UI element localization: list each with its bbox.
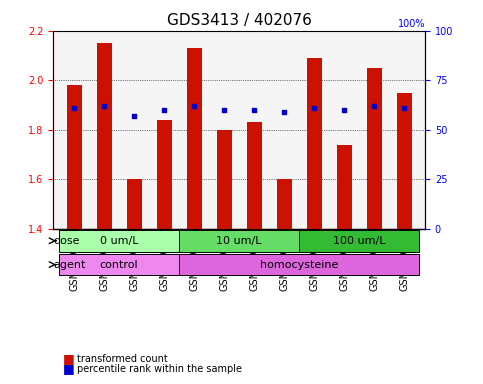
Point [400, 105, 408, 111]
FancyBboxPatch shape [179, 230, 299, 252]
Bar [367, 68, 382, 229]
Text: 0 um/L: 0 um/L [100, 236, 138, 246]
FancyBboxPatch shape [59, 230, 179, 252]
Bar [97, 43, 112, 229]
Bar [216, 130, 231, 229]
Text: homocysteine: homocysteine [260, 260, 338, 270]
Text: percentile rank within the sample: percentile rank within the sample [77, 364, 242, 374]
Point [340, 107, 348, 113]
Text: dose: dose [53, 236, 80, 246]
Point [220, 107, 228, 113]
Point [70, 105, 78, 111]
Text: 100 um/L: 100 um/L [333, 236, 385, 246]
Bar [67, 85, 82, 229]
Point [100, 103, 108, 109]
Bar [186, 48, 201, 229]
Text: transformed count: transformed count [77, 354, 168, 364]
Text: ■: ■ [63, 353, 74, 366]
Bar [337, 145, 352, 229]
Text: agent: agent [53, 260, 85, 270]
Point [160, 107, 168, 113]
FancyBboxPatch shape [59, 254, 179, 275]
Point [370, 103, 378, 109]
Point [280, 109, 288, 115]
Bar [156, 120, 171, 229]
FancyBboxPatch shape [299, 230, 419, 252]
Bar [127, 179, 142, 229]
Text: 10 um/L: 10 um/L [216, 236, 262, 246]
Text: ■: ■ [63, 362, 74, 375]
Point [250, 107, 258, 113]
Bar [247, 122, 262, 229]
Point [310, 105, 318, 111]
Text: 100%: 100% [398, 19, 425, 29]
Point [130, 113, 138, 119]
Bar [397, 93, 412, 229]
FancyBboxPatch shape [179, 254, 419, 275]
Text: control: control [100, 260, 139, 270]
Bar [307, 58, 322, 229]
Title: GDS3413 / 402076: GDS3413 / 402076 [167, 13, 312, 28]
Bar [277, 179, 292, 229]
Point [190, 103, 198, 109]
